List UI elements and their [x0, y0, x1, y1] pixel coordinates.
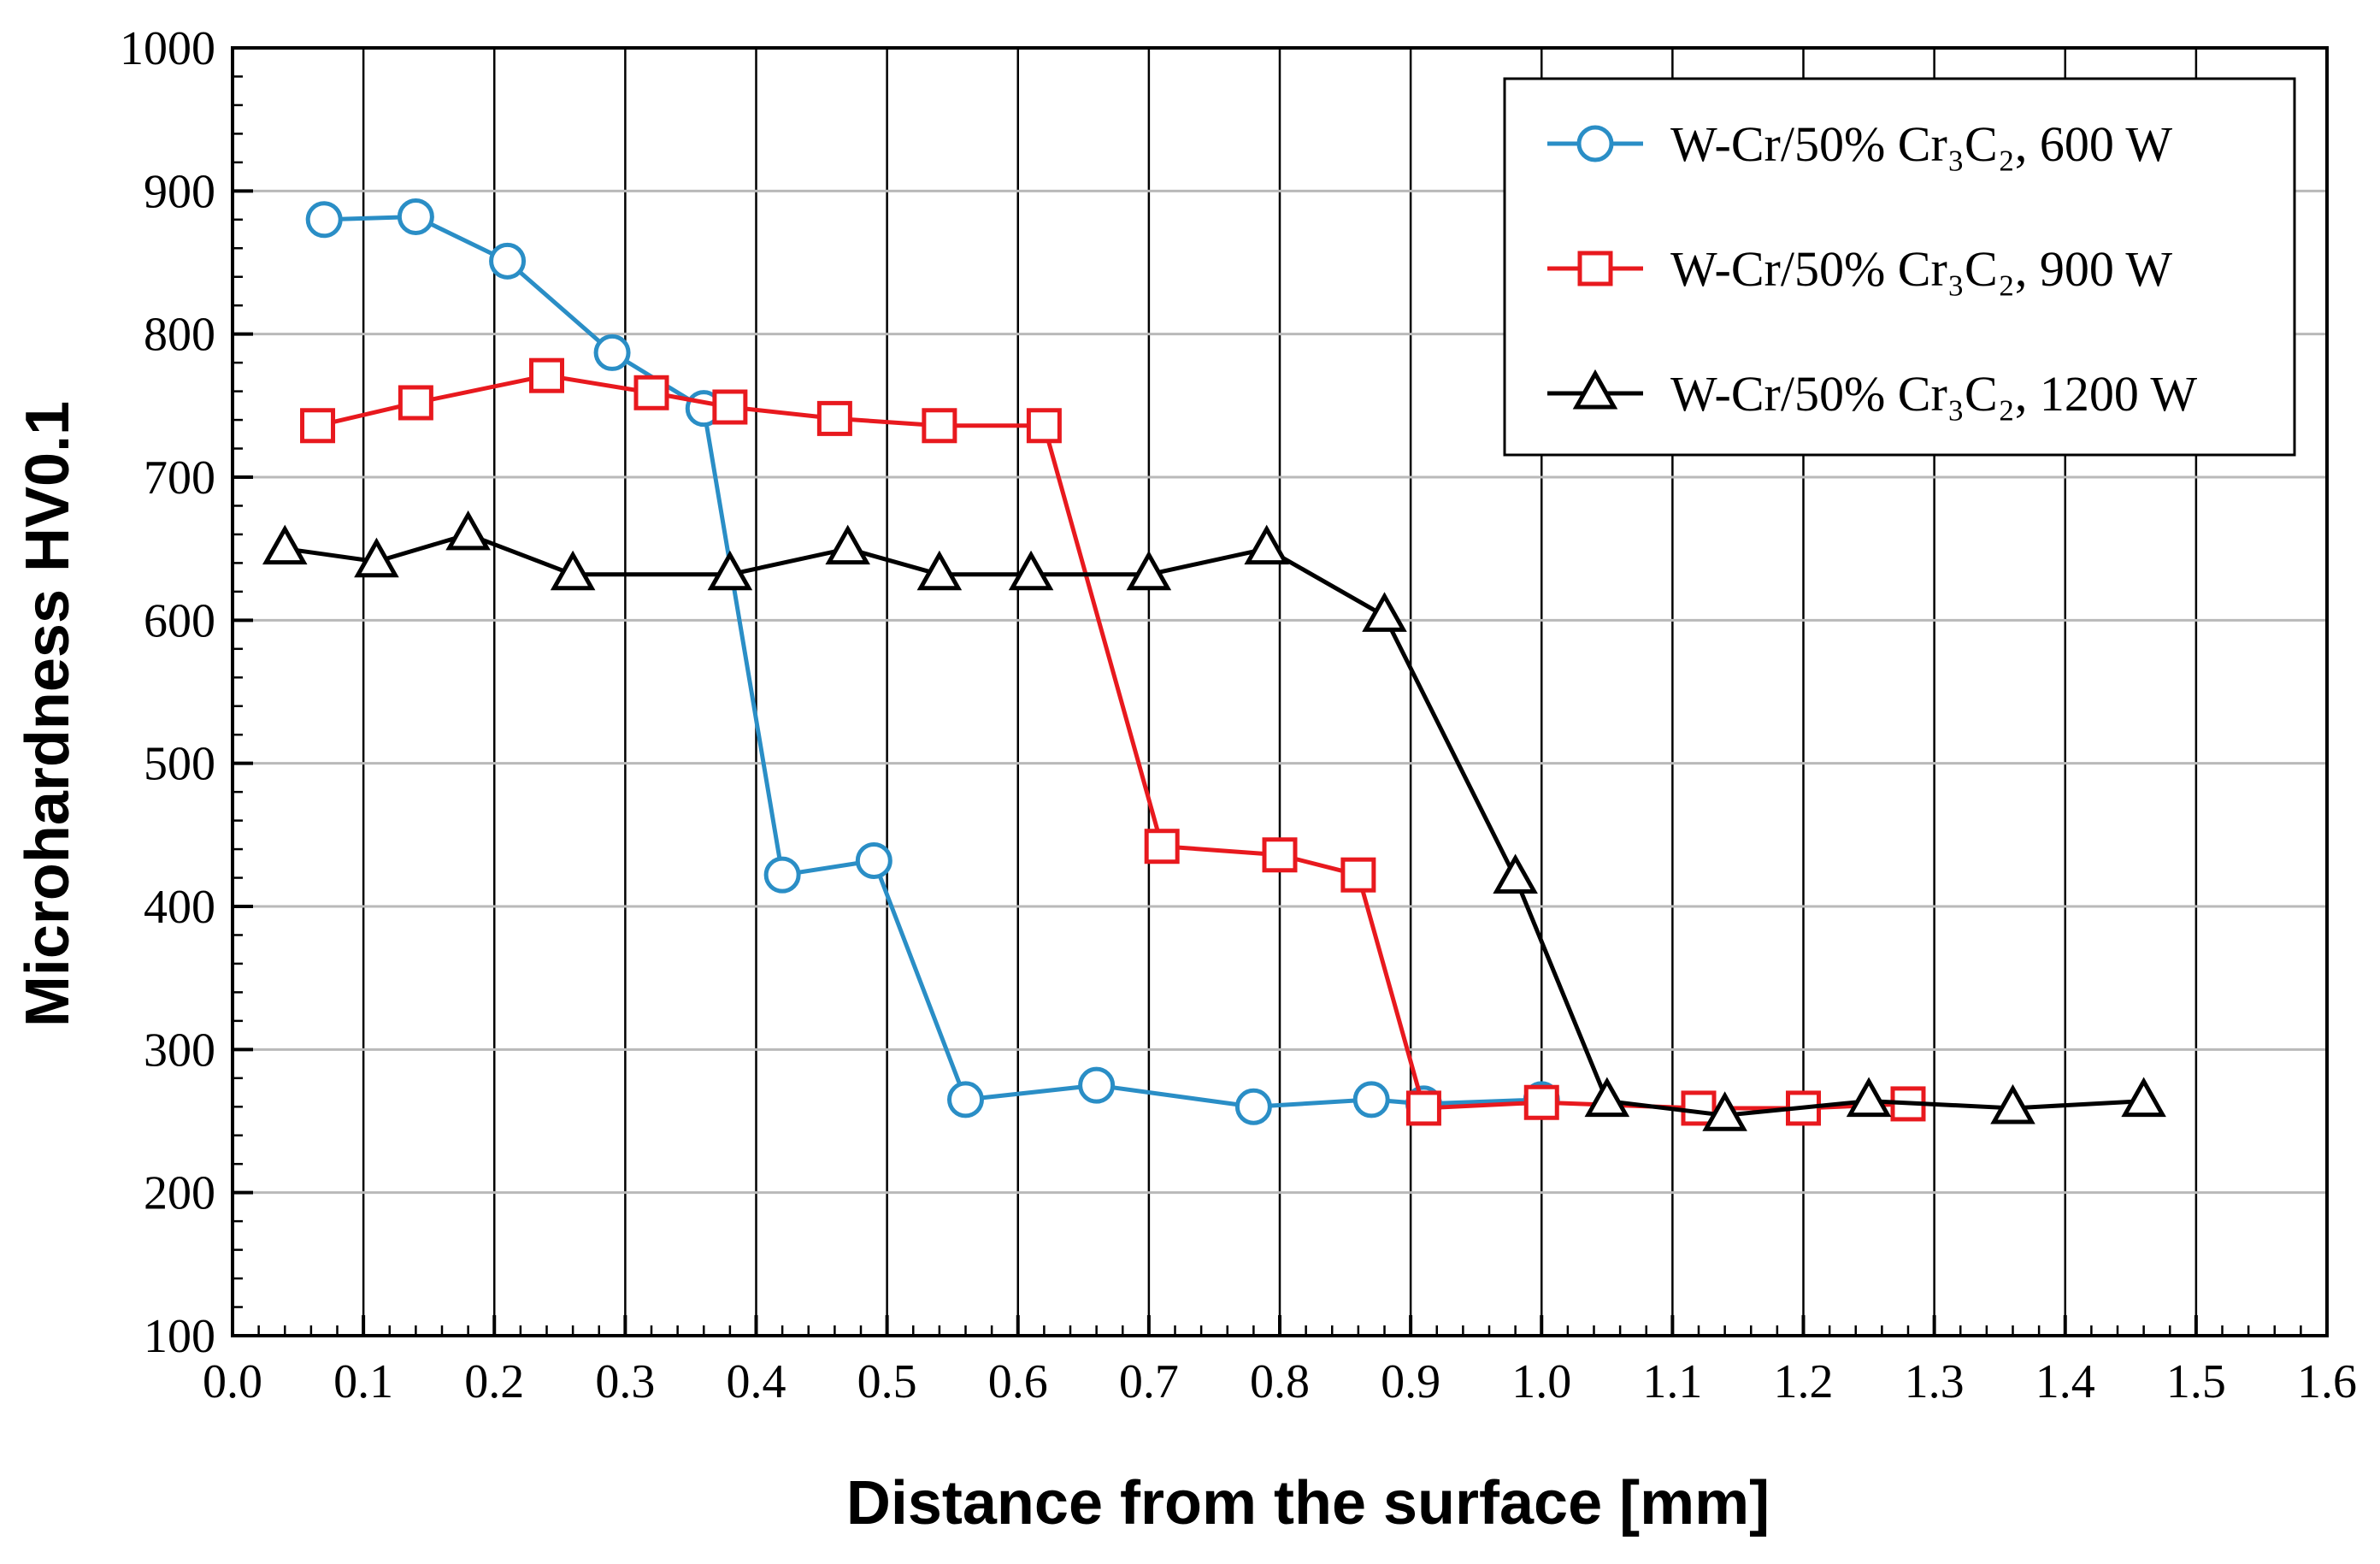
data-point-triangle — [1244, 524, 1289, 565]
data-point-square — [1026, 408, 1062, 444]
data-point-triangle — [2121, 1077, 2166, 1118]
data-point-triangle — [1990, 1083, 2035, 1124]
x-tick-label: 0.8 — [1250, 1355, 1310, 1408]
legend-marker-square — [1577, 251, 1613, 286]
data-point-square — [816, 400, 852, 436]
y-tick-label: 500 — [144, 738, 215, 791]
series-triangle — [262, 510, 2166, 1131]
data-point-triangle — [1008, 550, 1054, 591]
data-point-circle — [763, 856, 801, 894]
data-point-triangle — [1846, 1077, 1892, 1118]
y-tick-label: 900 — [144, 165, 215, 218]
data-point-square — [1523, 1084, 1559, 1120]
data-point-triangle — [445, 510, 491, 551]
legend-marker-circle — [1576, 125, 1614, 162]
data-point-triangle — [1584, 1077, 1630, 1118]
x-tick-label: 1.1 — [1642, 1355, 1702, 1408]
grid — [233, 48, 2327, 1336]
x-tick-label: 0.3 — [595, 1355, 655, 1408]
y-tick-label: 300 — [144, 1024, 215, 1077]
data-point-triangle — [1702, 1091, 1747, 1131]
data-point-triangle — [550, 550, 596, 591]
legend-label: W-Cr/50% Cr₃C₂, 600 W — [1670, 116, 2172, 172]
data-point-square — [712, 389, 748, 425]
legend-label: W-Cr/50% Cr₃C₂, 1200 W — [1670, 366, 2197, 422]
data-point-circle — [1352, 1081, 1390, 1118]
x-tick-label: 0.4 — [727, 1355, 786, 1408]
legend-label: W-Cr/50% Cr₃C₂, 900 W — [1670, 241, 2172, 297]
x-tick-label: 1.4 — [2035, 1355, 2095, 1408]
data-point-circle — [397, 198, 434, 235]
data-point-circle — [1078, 1066, 1116, 1104]
y-tick-label: 100 — [144, 1310, 215, 1363]
x-tick-label: 1.6 — [2297, 1355, 2357, 1408]
data-point-square — [922, 408, 957, 444]
data-point-square — [1405, 1090, 1441, 1126]
data-point-triangle — [262, 524, 308, 565]
data-point-triangle — [1493, 853, 1538, 894]
data-point-circle — [1234, 1088, 1272, 1125]
data-point-triangle — [1126, 550, 1172, 591]
x-tick-label: 1.0 — [1511, 1355, 1571, 1408]
y-tick-label: 1000 — [120, 22, 215, 75]
data-point-circle — [855, 841, 892, 879]
x-tick-label: 1.2 — [1774, 1355, 1834, 1408]
axes: 0.0 0.1 0.2 0.3 0.4 0.5 0.6 0.7 0.8 0.9 1.0 1.1 1.2 1… — [120, 22, 2357, 1408]
data-point-triangle — [1362, 592, 1407, 632]
data-point-square — [1262, 837, 1298, 873]
x-axis-title: Distance from the surface [mm] — [846, 1469, 1770, 1537]
data-point-square — [1340, 857, 1376, 893]
data-point-triangle — [354, 537, 399, 578]
series — [262, 198, 2166, 1131]
data-point-square — [529, 357, 564, 393]
data-point-square — [398, 385, 433, 421]
x-tick-label: 0.0 — [203, 1355, 262, 1408]
x-tick-label: 1.3 — [1905, 1355, 1965, 1408]
x-tick-label: 0.5 — [857, 1355, 917, 1408]
x-tick-label: 0.1 — [333, 1355, 393, 1408]
data-point-circle — [593, 333, 631, 371]
data-point-square — [1144, 829, 1180, 865]
y-tick-label: 800 — [144, 309, 215, 362]
y-axis-title: Microhardness HV0.1 — [14, 401, 82, 1027]
legend: W-Cr/50% Cr₃C₂, 600 W W-Cr/50% Cr₃C₂, 900… — [1503, 77, 2296, 457]
y-tick-label: 200 — [144, 1167, 215, 1220]
x-tick-label: 0.6 — [988, 1355, 1048, 1408]
data-point-circle — [489, 242, 527, 280]
x-tick-label: 0.7 — [1119, 1355, 1179, 1408]
y-tick-label: 600 — [144, 594, 215, 647]
data-point-square — [633, 375, 669, 410]
data-point-circle — [305, 201, 343, 239]
y-tick-label: 400 — [144, 881, 215, 934]
x-tick-label: 0.2 — [464, 1355, 524, 1408]
data-point-square — [300, 408, 336, 444]
data-point-triangle — [825, 524, 870, 565]
x-tick-label: 0.9 — [1381, 1355, 1440, 1408]
x-tick-label: 1.5 — [2166, 1355, 2226, 1408]
data-point-circle — [947, 1081, 984, 1118]
data-point-triangle — [916, 550, 963, 591]
y-tick-label: 700 — [144, 451, 215, 505]
data-point-triangle — [707, 550, 753, 591]
legend-marker-triangle — [1572, 369, 1618, 410]
